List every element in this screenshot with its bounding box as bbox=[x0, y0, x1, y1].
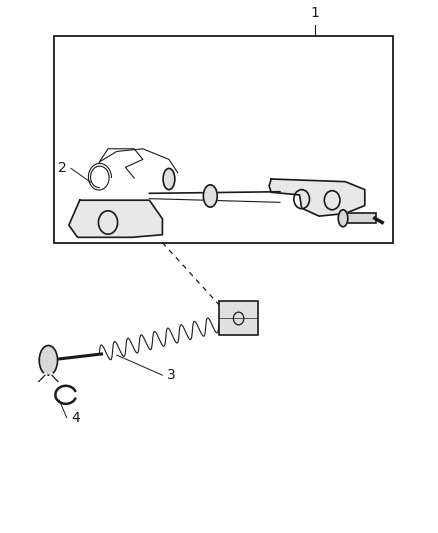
Text: 2: 2 bbox=[58, 161, 67, 175]
Text: 3: 3 bbox=[167, 368, 176, 382]
Polygon shape bbox=[269, 179, 365, 216]
Text: 4: 4 bbox=[71, 410, 80, 425]
Bar bbox=[219, 301, 258, 335]
Bar bbox=[53, 36, 393, 243]
Ellipse shape bbox=[39, 345, 57, 375]
Ellipse shape bbox=[338, 210, 348, 227]
Bar bbox=[341, 214, 376, 223]
Text: 1: 1 bbox=[310, 6, 319, 20]
Polygon shape bbox=[69, 200, 162, 237]
Ellipse shape bbox=[203, 185, 217, 207]
Ellipse shape bbox=[163, 168, 175, 190]
